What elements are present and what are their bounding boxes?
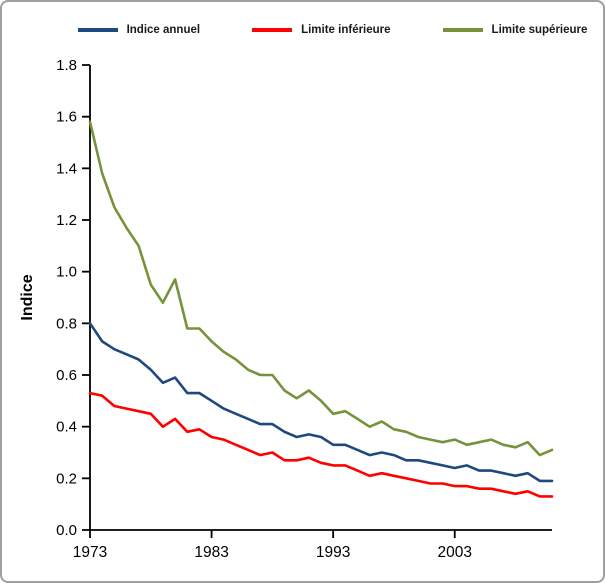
svg-text:Indice: Indice (19, 274, 36, 320)
svg-text:1.4: 1.4 (56, 160, 77, 177)
svg-text:1993: 1993 (316, 544, 350, 561)
legend-line-swatch (77, 28, 118, 32)
svg-text:1.0: 1.0 (56, 264, 77, 281)
svg-text:1983: 1983 (194, 544, 228, 561)
svg-text:0.2: 0.2 (56, 470, 77, 487)
svg-text:0.6: 0.6 (56, 367, 77, 384)
svg-text:0.0: 0.0 (56, 522, 77, 539)
svg-text:0.4: 0.4 (56, 419, 77, 436)
svg-text:1.2: 1.2 (56, 212, 77, 229)
legend-label: Indice annuel (126, 24, 201, 36)
legend-line-swatch (442, 28, 483, 32)
legend-item: Indice annuel (77, 24, 201, 36)
svg-text:1.8: 1.8 (56, 57, 77, 74)
legend-label: Limite inférieure (301, 24, 391, 36)
svg-text:1.6: 1.6 (56, 109, 77, 126)
svg-text:1973: 1973 (73, 544, 107, 561)
legend-label: Limite supérieure (491, 24, 588, 36)
svg-text:0.8: 0.8 (56, 315, 77, 332)
legend-line-swatch (252, 28, 293, 32)
legend-item: Limite inférieure (252, 24, 391, 36)
svg-text:2003: 2003 (437, 544, 471, 561)
legend-item: Limite supérieure (442, 24, 588, 36)
chart-legend: Indice annuel Limite inférieure Limite s… (72, 24, 593, 36)
